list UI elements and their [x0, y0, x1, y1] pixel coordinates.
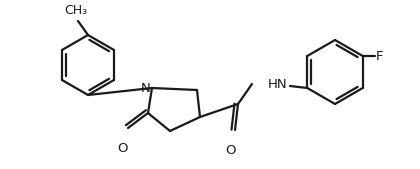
Text: O: O: [118, 142, 128, 155]
Text: O: O: [226, 144, 236, 157]
Text: F: F: [376, 50, 383, 63]
Text: N: N: [140, 81, 150, 94]
Text: CH₃: CH₃: [64, 5, 87, 18]
Text: HN: HN: [268, 78, 288, 91]
